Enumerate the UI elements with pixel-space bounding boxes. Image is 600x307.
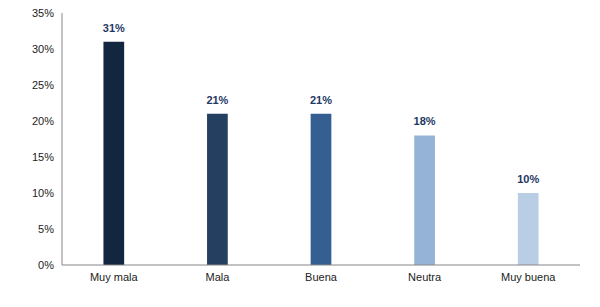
svg-text:31%: 31% bbox=[103, 22, 125, 34]
svg-text:0%: 0% bbox=[38, 259, 54, 271]
svg-text:21%: 21% bbox=[206, 94, 228, 106]
svg-text:Mala: Mala bbox=[205, 271, 230, 283]
svg-text:10%: 10% bbox=[32, 187, 54, 199]
svg-text:5%: 5% bbox=[38, 223, 54, 235]
svg-text:Buena: Buena bbox=[305, 271, 338, 283]
svg-text:21%: 21% bbox=[310, 94, 332, 106]
svg-text:18%: 18% bbox=[414, 115, 436, 127]
svg-text:35%: 35% bbox=[32, 7, 54, 19]
svg-text:Neutra: Neutra bbox=[408, 271, 442, 283]
svg-text:25%: 25% bbox=[32, 79, 54, 91]
svg-text:30%: 30% bbox=[32, 43, 54, 55]
svg-text:Muy mala: Muy mala bbox=[90, 271, 139, 283]
svg-text:15%: 15% bbox=[32, 151, 54, 163]
svg-text:Muy buena: Muy buena bbox=[501, 271, 556, 283]
svg-text:10%: 10% bbox=[517, 173, 539, 185]
svg-text:20%: 20% bbox=[32, 115, 54, 127]
